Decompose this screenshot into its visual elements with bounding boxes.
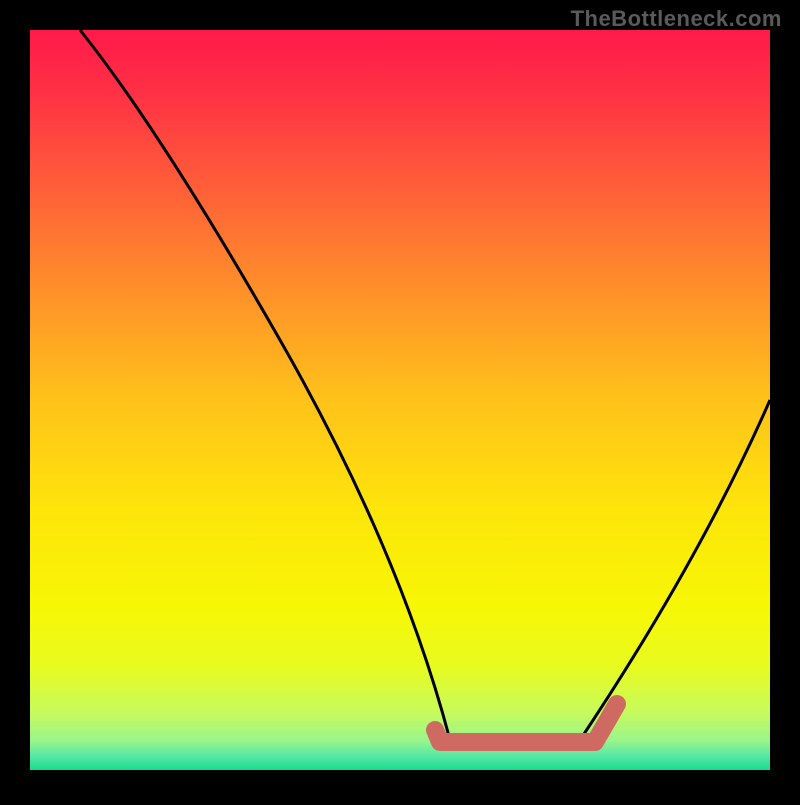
plot-background — [30, 30, 770, 770]
watermark-text: TheBottleneck.com — [571, 6, 782, 32]
bottleneck-chart: TheBottleneck.com — [0, 0, 800, 800]
chart-svg — [0, 0, 800, 800]
